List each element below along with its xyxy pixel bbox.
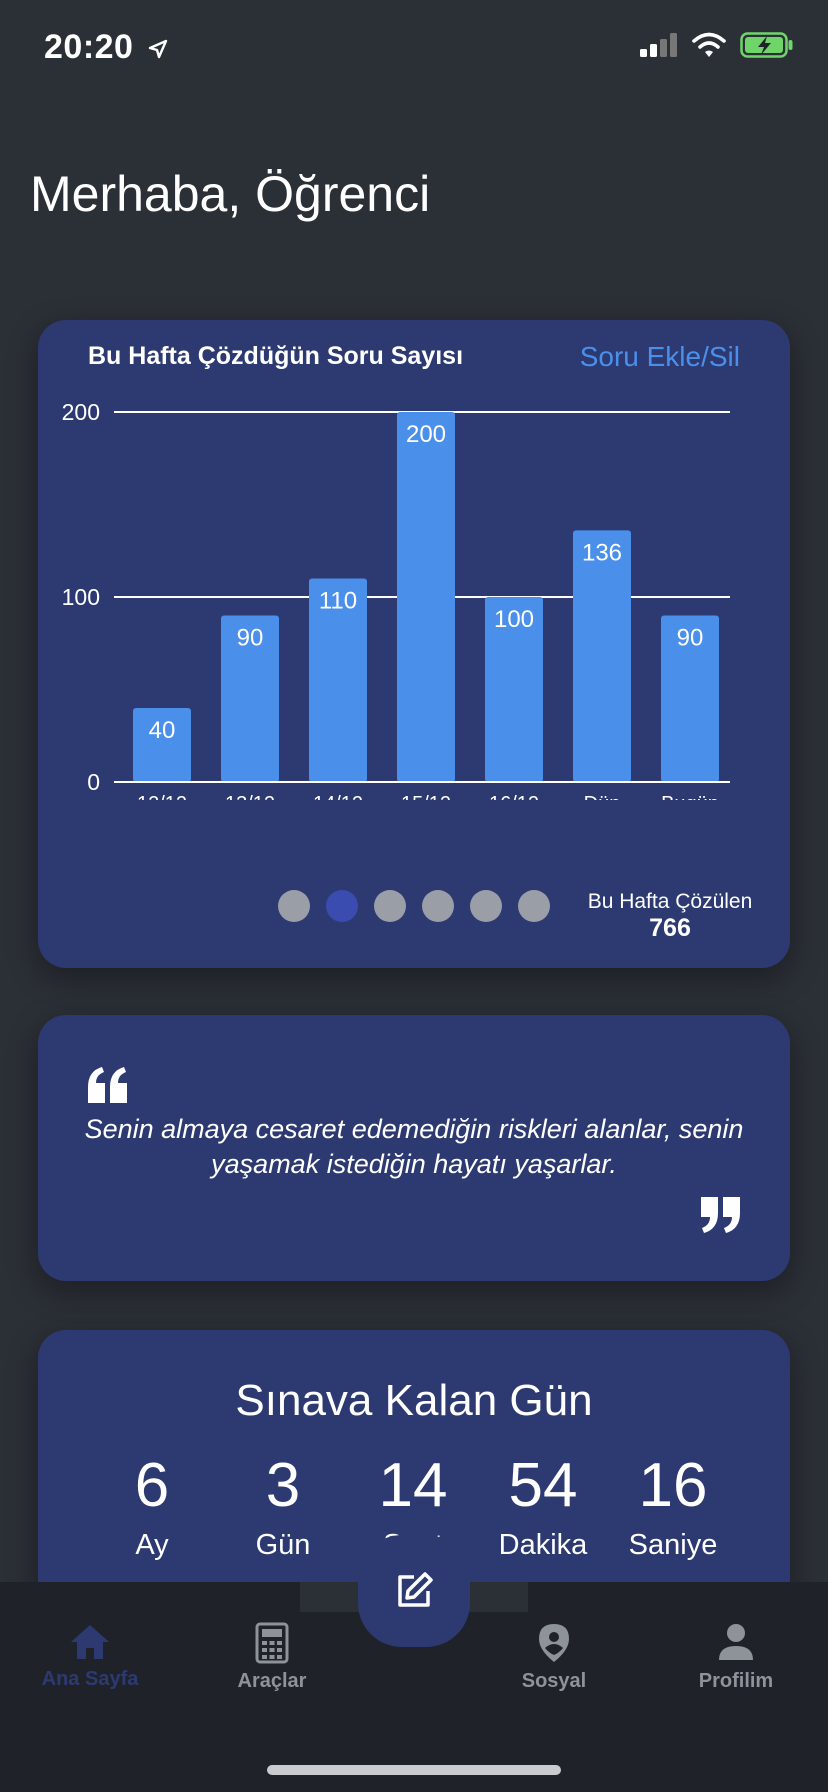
weekly-total-label: Bu Hafta Çözülen xyxy=(587,890,753,913)
calculator-icon xyxy=(255,1622,289,1664)
chart-bar xyxy=(573,530,631,782)
x-tick-label: 15/12 xyxy=(401,793,451,800)
x-tick-label: 12/12 xyxy=(137,793,187,800)
signal-icon xyxy=(640,33,677,57)
y-tick-label: 0 xyxy=(87,769,100,795)
location-arrow-icon xyxy=(149,39,168,59)
page-dot[interactable] xyxy=(470,890,502,922)
add-entry-fab[interactable] xyxy=(358,1535,470,1647)
home-indicator[interactable] xyxy=(267,1765,561,1775)
weekly-total-value: 766 xyxy=(649,914,691,942)
bar-data-label: 136 xyxy=(582,539,622,566)
quote-card: Senin almaya cesaret edemediğin riskleri… xyxy=(38,1015,790,1281)
countdown-label: Gün xyxy=(255,1529,311,1561)
chart-bar xyxy=(661,615,719,782)
edit-icon xyxy=(398,1572,433,1607)
x-tick-label: 14/12 xyxy=(313,793,363,800)
countdown-value: 14 xyxy=(378,1451,448,1520)
bar-data-label: 100 xyxy=(494,606,534,633)
x-tick-label: Dün xyxy=(584,793,621,800)
countdown-value: 16 xyxy=(638,1451,708,1520)
nav-label: Profilim xyxy=(698,1670,774,1692)
nav-label: Ana Sayfa xyxy=(41,1668,139,1690)
page-dot-active[interactable] xyxy=(326,890,358,922)
weekly-questions-card: Bu Hafta Çözdüğün Soru Sayısı Soru Ekle/… xyxy=(38,320,790,968)
countdown-value: 54 xyxy=(508,1451,578,1520)
weekly-bar-chart: 0 100 200 40 12/12 90 13/12 110 14/12 200 15/12 100… xyxy=(62,399,730,800)
y-tick-label: 100 xyxy=(62,584,100,610)
countdown-title: Sınava Kalan Gün xyxy=(235,1376,593,1425)
quote-close-icon xyxy=(701,1197,740,1233)
home-icon xyxy=(71,1625,109,1659)
countdown-months: 6 Ay xyxy=(87,1450,217,1562)
countdown-value: 3 xyxy=(265,1451,301,1520)
bar-data-label: 40 xyxy=(149,717,176,744)
nav-item-profile[interactable]: Profilim xyxy=(656,1622,816,1693)
quote-text: Senin almaya cesaret edemediğin riskleri… xyxy=(84,1114,744,1179)
bar-data-label: 110 xyxy=(319,588,357,615)
nav-item-social[interactable]: Sosyal xyxy=(474,1622,634,1693)
nav-label: Sosyal xyxy=(521,1670,587,1692)
countdown-seconds: 16 Saniye xyxy=(608,1450,738,1562)
nav-label: Araçlar xyxy=(237,1670,307,1692)
chart-bar xyxy=(397,412,455,782)
person-icon xyxy=(719,1624,753,1660)
chart-title: Bu Hafta Çözdüğün Soru Sayısı xyxy=(88,342,464,370)
countdown-label: Dakika xyxy=(498,1529,588,1561)
x-tick-label: Bugün xyxy=(661,793,719,800)
bar-data-label: 90 xyxy=(237,625,264,652)
nav-item-tools[interactable]: Araçlar xyxy=(192,1622,352,1693)
quote-open-icon xyxy=(88,1067,127,1103)
page-indicator xyxy=(278,890,550,922)
x-tick-label: 13/12 xyxy=(225,793,275,800)
location-pin-icon xyxy=(539,1624,569,1662)
countdown-days: 3 Gün xyxy=(218,1450,348,1562)
bar-data-label: 200 xyxy=(406,421,446,448)
page-dot[interactable] xyxy=(422,890,454,922)
y-tick-label: 200 xyxy=(62,399,100,425)
battery-charging-icon xyxy=(740,32,793,58)
chart-bar xyxy=(309,578,367,782)
add-remove-questions-link[interactable]: Soru Ekle/Sil xyxy=(579,341,740,372)
status-time-text: 20:20 xyxy=(44,28,134,66)
countdown-value: 6 xyxy=(134,1451,170,1520)
page-dot[interactable] xyxy=(278,890,310,922)
status-icons xyxy=(640,32,794,58)
greeting-title: Merhaba, Öğrenci xyxy=(30,166,431,222)
chart-bar xyxy=(221,615,279,782)
chart-bar xyxy=(133,708,191,782)
x-tick-label: 16/12 xyxy=(489,793,539,800)
nav-item-home[interactable]: Ana Sayfa xyxy=(10,1622,170,1691)
page-dot[interactable] xyxy=(374,890,406,922)
bar-data-label: 90 xyxy=(677,625,704,652)
page-dot[interactable] xyxy=(518,890,550,922)
countdown-label: Saniye xyxy=(628,1529,718,1561)
wifi-icon xyxy=(692,32,726,57)
status-time: 20:20 xyxy=(44,28,169,67)
countdown-label: Ay xyxy=(135,1529,169,1561)
countdown-minutes: 54 Dakika xyxy=(478,1450,608,1562)
chart-bar xyxy=(485,597,543,782)
